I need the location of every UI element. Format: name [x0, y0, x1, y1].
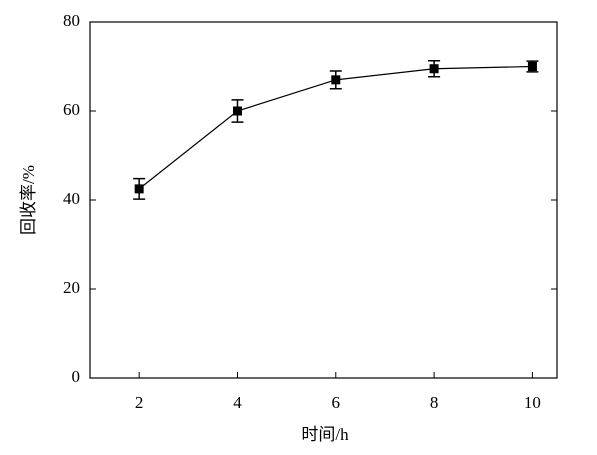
x-tick-label: 4	[233, 393, 242, 412]
data-point	[134, 184, 144, 194]
y-tick-label: 60	[63, 100, 80, 119]
y-tick-label: 0	[72, 367, 81, 386]
x-tick-label: 10	[524, 393, 541, 412]
data-point	[331, 75, 341, 85]
x-tick-label: 8	[430, 393, 439, 412]
y-tick-label: 80	[63, 11, 80, 30]
plot-frame	[89, 21, 558, 379]
y-tick-label: 20	[63, 278, 80, 297]
x-axis-label: 时间/h	[301, 425, 349, 444]
x-tick-label: 2	[135, 393, 144, 412]
data-point	[527, 62, 537, 71]
x-tick-label: 6	[332, 393, 341, 412]
y-axis-label: 回收率/%	[19, 165, 38, 235]
y-tick-label: 40	[63, 189, 80, 208]
data-point	[232, 106, 242, 116]
data-point	[429, 64, 439, 74]
